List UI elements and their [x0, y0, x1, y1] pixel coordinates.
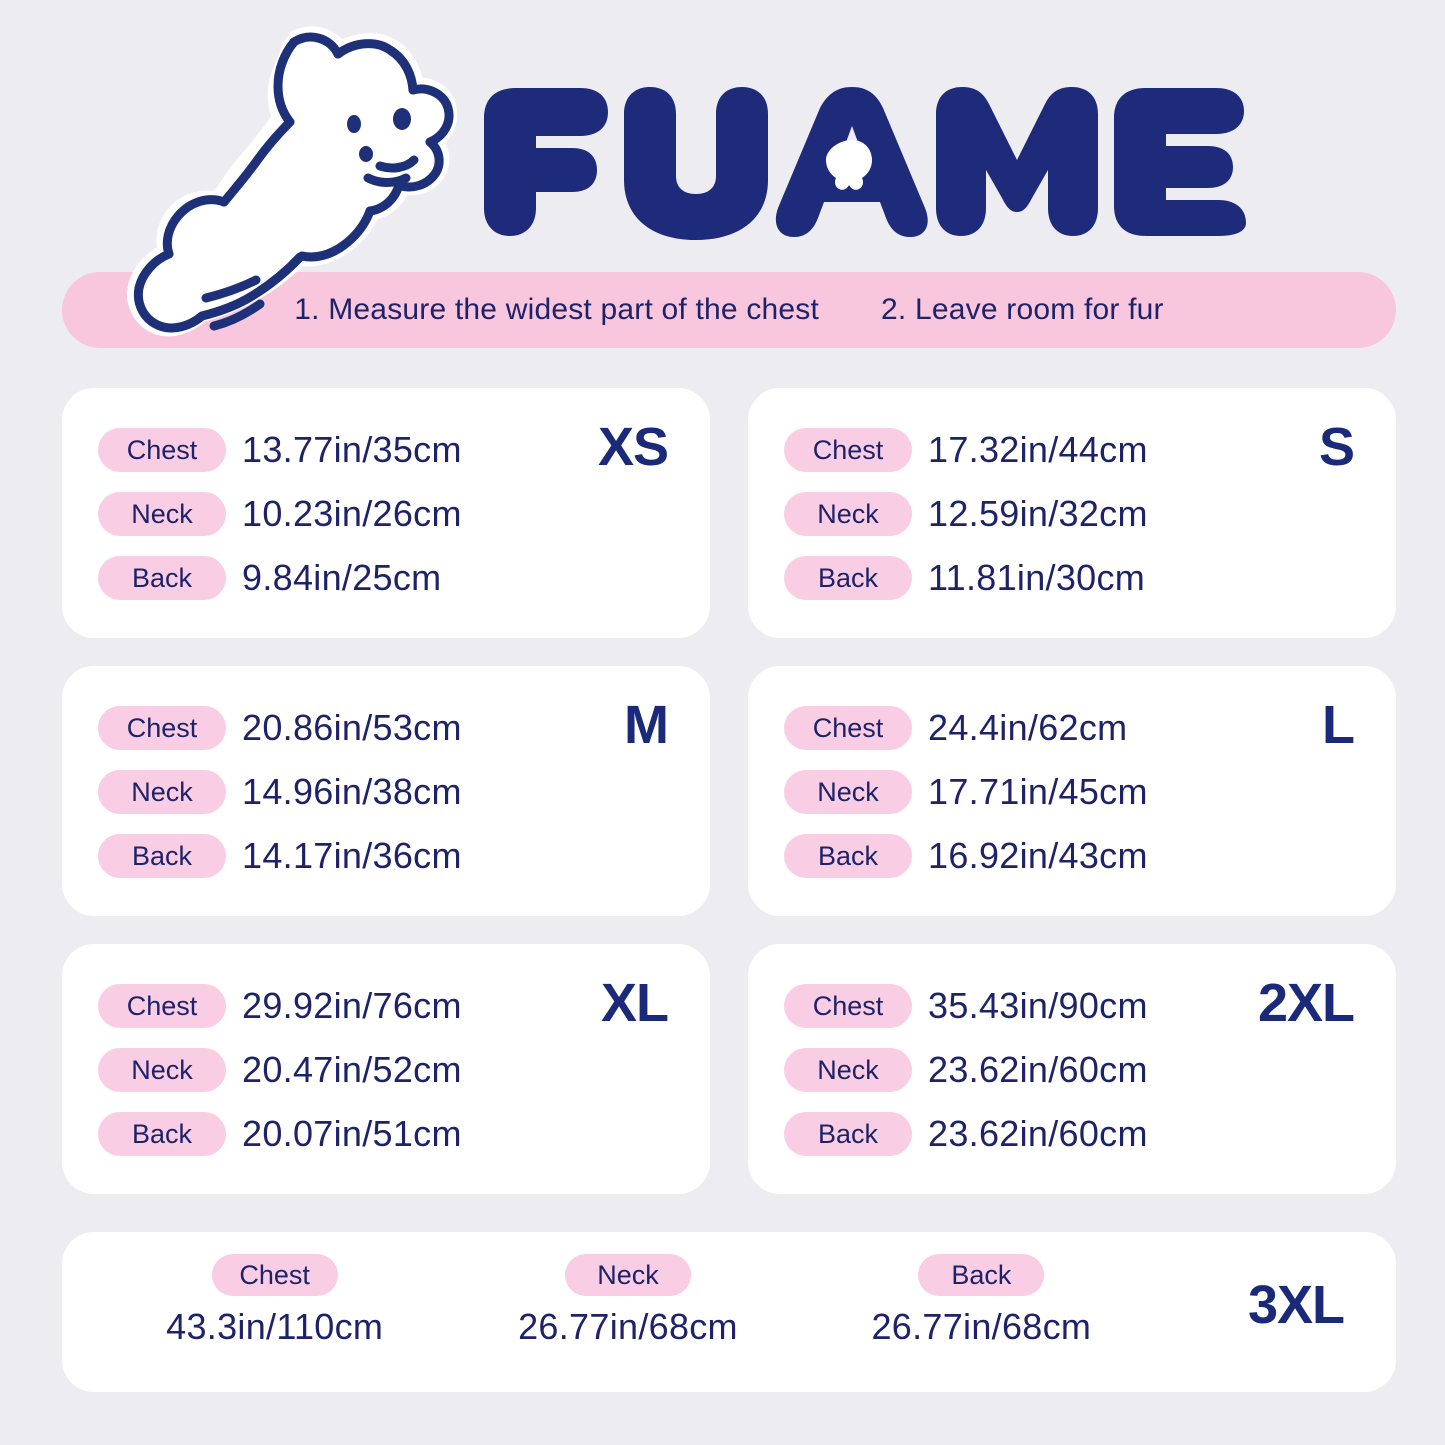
size-card-m: Chest 20.86in/53cm Neck 14.96in/38cm Bac…	[62, 666, 710, 916]
measure-row-neck: Neck 20.47in/52cm	[98, 1038, 710, 1102]
chest-label: Chest	[98, 428, 226, 472]
back-value: 11.81in/30cm	[928, 557, 1146, 598]
neck-label: Neck	[784, 1048, 912, 1092]
size-letter: XS	[597, 417, 669, 477]
size-card-s: Chest 17.32in/44cm Neck 12.59in/32cm Bac…	[748, 388, 1396, 638]
back-label: Back	[784, 556, 912, 600]
wide-col-neck: Neck 26.77in/68cm	[451, 1254, 804, 1348]
measure-row-back: Back 16.92in/43cm	[784, 824, 1396, 888]
wide-card-columns: Chest 43.3in/110cm Neck 26.77in/68cm Bac…	[98, 1254, 1158, 1348]
instruction-step-2: 2. Leave room for fur	[881, 293, 1164, 326]
measure-row-chest: Chest 29.92in/76cm	[98, 974, 710, 1038]
size-card-3xl: Chest 43.3in/110cm Neck 26.77in/68cm Bac…	[62, 1232, 1396, 1392]
measure-row-back: Back 9.84in/25cm	[98, 546, 710, 610]
back-label: Back	[784, 1112, 912, 1156]
chest-label: Chest	[211, 1254, 338, 1296]
size-card-xl: Chest 29.92in/76cm Neck 20.47in/52cm Bac…	[62, 944, 710, 1194]
chest-label: Chest	[98, 706, 226, 750]
size-card-l: Chest 24.4in/62cm Neck 17.71in/45cm Back…	[748, 666, 1396, 916]
chest-label: Chest	[784, 984, 912, 1028]
measure-row-neck: Neck 14.96in/38cm	[98, 760, 710, 824]
measure-row-neck: Neck 23.62in/60cm	[784, 1038, 1396, 1102]
brand-logo	[472, 82, 1282, 242]
instruction-banner: 1. Measure the widest part of the chest …	[62, 272, 1396, 348]
size-letter: S	[1318, 417, 1355, 477]
measure-row-back: Back 11.81in/30cm	[784, 546, 1396, 610]
measure-row-neck: Neck 12.59in/32cm	[784, 482, 1396, 546]
back-label: Back	[98, 1112, 226, 1156]
wide-col-back: Back 26.77in/68cm	[805, 1254, 1158, 1348]
chest-label: Chest	[784, 428, 912, 472]
back-label: Back	[784, 834, 912, 878]
neck-label: Neck	[98, 770, 226, 814]
neck-label: Neck	[784, 770, 912, 814]
measure-row-chest: Chest 17.32in/44cm	[784, 418, 1396, 482]
size-letter: 3XL	[1247, 1275, 1345, 1335]
neck-value: 17.71in/45cm	[928, 771, 1148, 812]
chest-label: Chest	[98, 984, 226, 1028]
back-label: Back	[918, 1254, 1045, 1296]
size-card-2xl: Chest 35.43in/90cm Neck 23.62in/60cm Bac…	[748, 944, 1396, 1194]
back-value: 14.17in/36cm	[242, 835, 462, 876]
measure-row-back: Back 20.07in/51cm	[98, 1102, 710, 1166]
back-value: 16.92in/43cm	[928, 835, 1148, 876]
measure-row-chest: Chest 35.43in/90cm	[784, 974, 1396, 1038]
neck-value: 12.59in/32cm	[928, 493, 1148, 534]
measure-row-neck: Neck 10.23in/26cm	[98, 482, 710, 546]
neck-value: 26.77in/68cm	[518, 1306, 738, 1347]
measure-row-chest: Chest 13.77in/35cm	[98, 418, 710, 482]
instruction-step-1: 1. Measure the widest part of the chest	[294, 293, 820, 326]
chest-value: 13.77in/35cm	[242, 429, 462, 470]
neck-value: 10.23in/26cm	[242, 493, 462, 534]
size-card-xs: Chest 13.77in/35cm Neck 10.23in/26cm Bac…	[62, 388, 710, 638]
neck-label: Neck	[98, 1048, 226, 1092]
measure-row-neck: Neck 17.71in/45cm	[784, 760, 1396, 824]
measure-row-back: Back 14.17in/36cm	[98, 824, 710, 888]
size-letter: M	[624, 695, 669, 755]
chest-value: 29.92in/76cm	[242, 985, 462, 1026]
size-letter: 2XL	[1257, 973, 1355, 1033]
size-letter: XL	[600, 973, 669, 1033]
back-label: Back	[98, 834, 226, 878]
neck-label: Neck	[564, 1254, 691, 1296]
chest-value: 24.4in/62cm	[928, 707, 1128, 748]
back-value: 26.77in/68cm	[871, 1306, 1092, 1347]
chest-value: 17.32in/44cm	[928, 429, 1148, 470]
wide-col-chest: Chest 43.3in/110cm	[98, 1254, 451, 1348]
back-label: Back	[98, 556, 226, 600]
chest-value: 35.43in/90cm	[928, 985, 1148, 1026]
neck-value: 20.47in/52cm	[242, 1049, 462, 1090]
chest-value: 43.3in/110cm	[166, 1306, 384, 1347]
size-letter: L	[1322, 695, 1355, 755]
neck-label: Neck	[784, 492, 912, 536]
back-value: 20.07in/51cm	[242, 1113, 462, 1154]
measure-row-chest: Chest 20.86in/53cm	[98, 696, 710, 760]
size-card-grid: Chest 13.77in/35cm Neck 10.23in/26cm Bac…	[62, 388, 1396, 1194]
neck-label: Neck	[98, 492, 226, 536]
back-value: 23.62in/60cm	[928, 1113, 1148, 1154]
chest-label: Chest	[784, 706, 912, 750]
measure-row-back: Back 23.62in/60cm	[784, 1102, 1396, 1166]
page-header: 1. Measure the widest part of the chest …	[0, 0, 1445, 352]
neck-value: 23.62in/60cm	[928, 1049, 1148, 1090]
back-value: 9.84in/25cm	[242, 557, 442, 598]
chest-value: 20.86in/53cm	[242, 707, 462, 748]
dog-illustration-icon	[118, 26, 463, 356]
neck-value: 14.96in/38cm	[242, 771, 462, 812]
measure-row-chest: Chest 24.4in/62cm	[784, 696, 1396, 760]
